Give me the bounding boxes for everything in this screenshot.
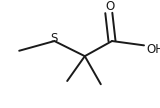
Text: S: S	[50, 32, 57, 45]
Text: O: O	[105, 0, 114, 13]
Text: OH: OH	[146, 43, 160, 56]
